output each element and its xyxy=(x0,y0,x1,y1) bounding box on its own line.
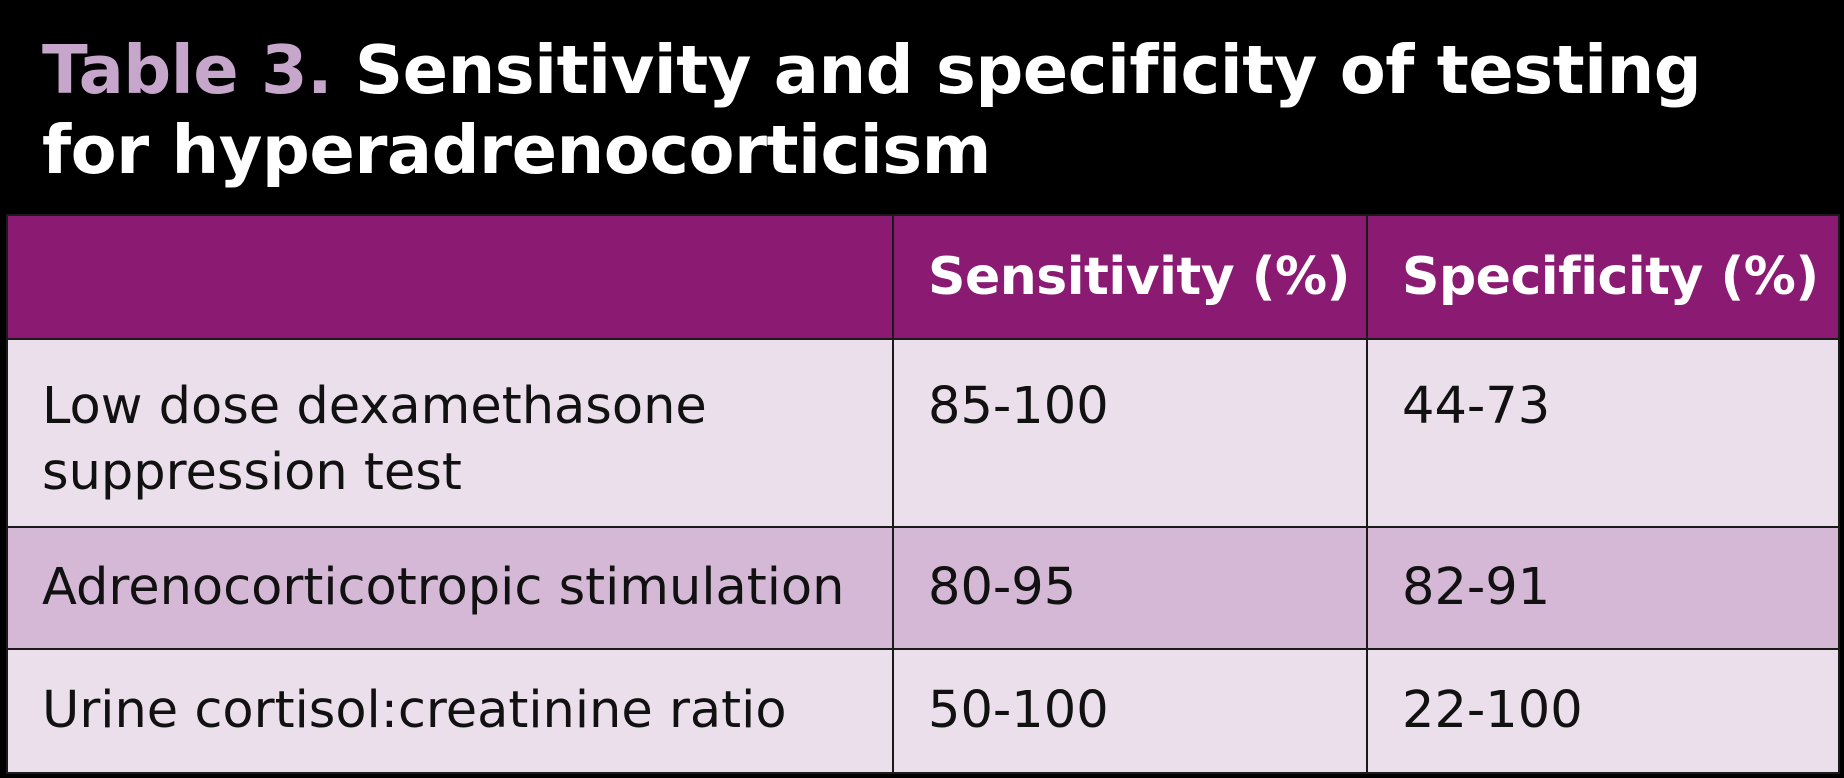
data-table: Sensitivity (%) Specificity (%) Low dose… xyxy=(6,214,1840,774)
test-name-line1: Adrenocorticotropic stimulation xyxy=(42,558,845,617)
table-title: Table 3. Sensitivity and specificity of … xyxy=(42,30,1802,190)
header-row: Sensitivity (%) Specificity (%) xyxy=(6,214,1840,340)
sensitivity-cell: 85-100 xyxy=(892,338,1368,528)
table-row: Urine cortisol:creatinine ratio 50-100 2… xyxy=(6,648,1840,774)
table-row: Low dose dexamethasone suppression test … xyxy=(6,338,1840,528)
title-text-line1: Sensitivity and specificity of testing xyxy=(354,31,1702,109)
test-name-line1: Low dose dexamethasone xyxy=(42,377,707,436)
header-specificity: Specificity (%) xyxy=(1366,214,1840,340)
header-sensitivity: Sensitivity (%) xyxy=(892,214,1368,340)
test-name-line1: Urine cortisol:creatinine ratio xyxy=(42,681,787,740)
header-test xyxy=(6,214,894,340)
specificity-cell: 82-91 xyxy=(1366,526,1840,650)
sensitivity-cell: 80-95 xyxy=(892,526,1368,650)
sensitivity-cell: 50-100 xyxy=(892,648,1368,774)
title-text-line2: for hyperadrenocorticism xyxy=(42,111,991,189)
test-name-cell: Adrenocorticotropic stimulation xyxy=(6,526,894,650)
table-number: Table 3. xyxy=(42,31,333,109)
specificity-cell: 22-100 xyxy=(1366,648,1840,774)
specificity-cell: 44-73 xyxy=(1366,338,1840,528)
test-name-cell: Low dose dexamethasone suppression test xyxy=(6,338,894,528)
table-row: Adrenocorticotropic stimulation 80-95 82… xyxy=(6,526,1840,650)
test-name-cell: Urine cortisol:creatinine ratio xyxy=(6,648,894,774)
test-name-line2: suppression test xyxy=(42,443,462,502)
